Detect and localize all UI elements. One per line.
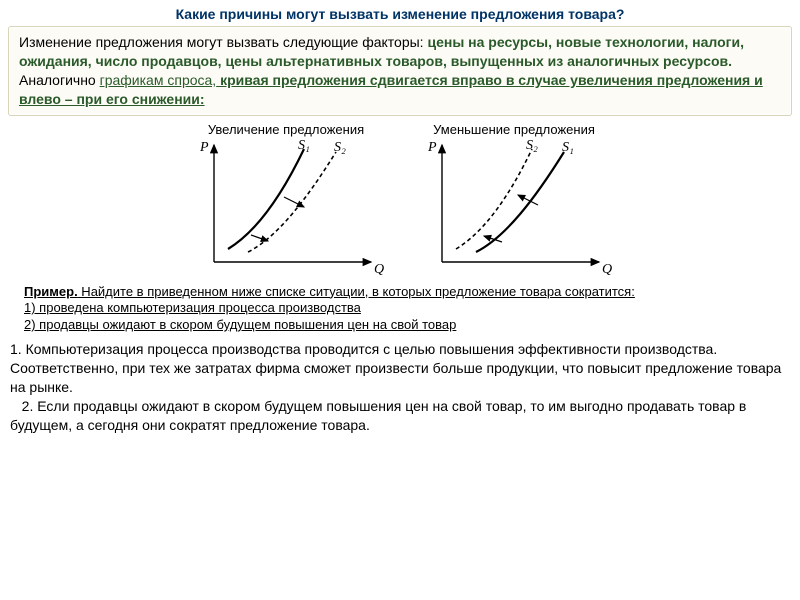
chart2-title: Уменьшение предложения bbox=[414, 122, 614, 137]
example-block: Пример. Найдите в приведенном ниже списк… bbox=[24, 284, 776, 335]
example-item2: 2) продавцы ожидают в скором будущем пов… bbox=[24, 317, 456, 332]
factors-lead: Изменение предложения могут вызвать след… bbox=[19, 34, 427, 50]
charts-row: Увеличение предложения P Q S₁ S₂ Уменьше bbox=[0, 122, 800, 282]
factors-box: Изменение предложения могут вызвать след… bbox=[8, 26, 792, 116]
chart1-dashed-curve bbox=[248, 152, 336, 252]
chart1-title: Увеличение предложения bbox=[186, 122, 386, 137]
chart1-ylabel: P bbox=[199, 140, 209, 155]
explain-p1: 1. Компьютеризация процесса производства… bbox=[10, 340, 790, 397]
chart1-s1: S₁ bbox=[298, 138, 310, 153]
chart2-dashed-curve bbox=[456, 149, 532, 249]
analogy-pre: Аналогично bbox=[19, 72, 100, 88]
chart2-s1: S₁ bbox=[562, 140, 574, 155]
chart2-s2: S₂ bbox=[526, 138, 538, 153]
chart-increase: Увеличение предложения P Q S₁ S₂ bbox=[186, 122, 386, 282]
explain-p2: 2. Если продавцы ожидают в скором будуще… bbox=[10, 397, 790, 435]
chart2-svg: P Q S₂ S₁ bbox=[414, 137, 614, 277]
chart1-xlabel: Q bbox=[374, 262, 384, 277]
chart2-solid-curve bbox=[476, 152, 564, 252]
explanation: 1. Компьютеризация процесса производства… bbox=[10, 340, 790, 434]
example-item1: 1) проведена компьютеризация процесса пр… bbox=[24, 300, 361, 315]
chart1-s2: S₂ bbox=[334, 140, 346, 155]
page-title: Какие причины могут вызвать изменение пр… bbox=[0, 0, 800, 26]
analogy-link: графикам спроса, bbox=[100, 72, 217, 88]
chart-decrease: Уменьшение предложения P Q S₂ S₁ bbox=[414, 122, 614, 282]
chart1-solid-curve bbox=[228, 149, 304, 249]
chart1-arrow1 bbox=[251, 235, 268, 241]
example-intro: Найдите в приведенном ниже списке ситуац… bbox=[78, 284, 635, 299]
example-head: Пример. bbox=[24, 284, 78, 299]
chart1-svg: P Q S₁ S₂ bbox=[186, 137, 386, 277]
chart2-ylabel: P bbox=[427, 140, 437, 155]
chart2-xlabel: Q bbox=[602, 262, 612, 277]
